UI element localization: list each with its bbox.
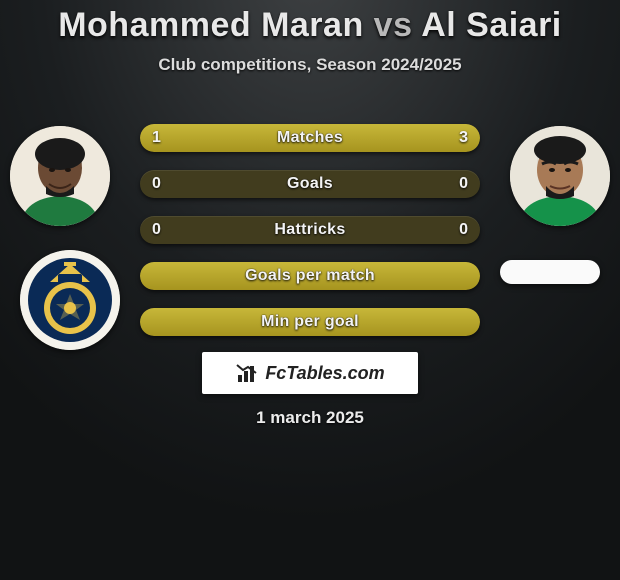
player-photo-icon xyxy=(10,126,110,226)
bar-chart-icon xyxy=(235,361,259,385)
date-label: 1 march 2025 xyxy=(0,408,620,428)
player2-avatar xyxy=(510,126,610,226)
stat-row: 00Goals xyxy=(140,170,480,198)
stat-label: Goals per match xyxy=(140,262,480,290)
page-title: Mohammed Maran vs Al Saiari xyxy=(0,0,620,45)
player1-club-logo xyxy=(20,250,120,350)
stat-label: Matches xyxy=(140,124,480,152)
player2-name: Al Saiari xyxy=(421,6,562,44)
stat-row: 00Hattricks xyxy=(140,216,480,244)
player2-club-logo xyxy=(500,260,600,284)
stat-label: Min per goal xyxy=(140,308,480,336)
watermark-text: FcTables.com xyxy=(265,363,384,384)
comparison-card: Mohammed Maran vs Al Saiari Club competi… xyxy=(0,0,620,580)
player-photo-icon xyxy=(510,126,610,226)
watermark: FcTables.com xyxy=(202,352,418,394)
stat-label: Goals xyxy=(140,170,480,198)
stats-bars: 13Matches 00Goals 00Hattricks Goals per mat… xyxy=(140,124,480,354)
player1-name: Mohammed Maran xyxy=(58,6,364,44)
stat-row: Min per goal xyxy=(140,308,480,336)
subtitle: Club competitions, Season 2024/2025 xyxy=(0,55,620,75)
stat-row: Goals per match xyxy=(140,262,480,290)
stat-label: Hattricks xyxy=(140,216,480,244)
club-crest-icon xyxy=(20,250,120,350)
stat-row: 13Matches xyxy=(140,124,480,152)
title-connector: vs xyxy=(374,6,413,44)
player1-avatar xyxy=(10,126,110,226)
